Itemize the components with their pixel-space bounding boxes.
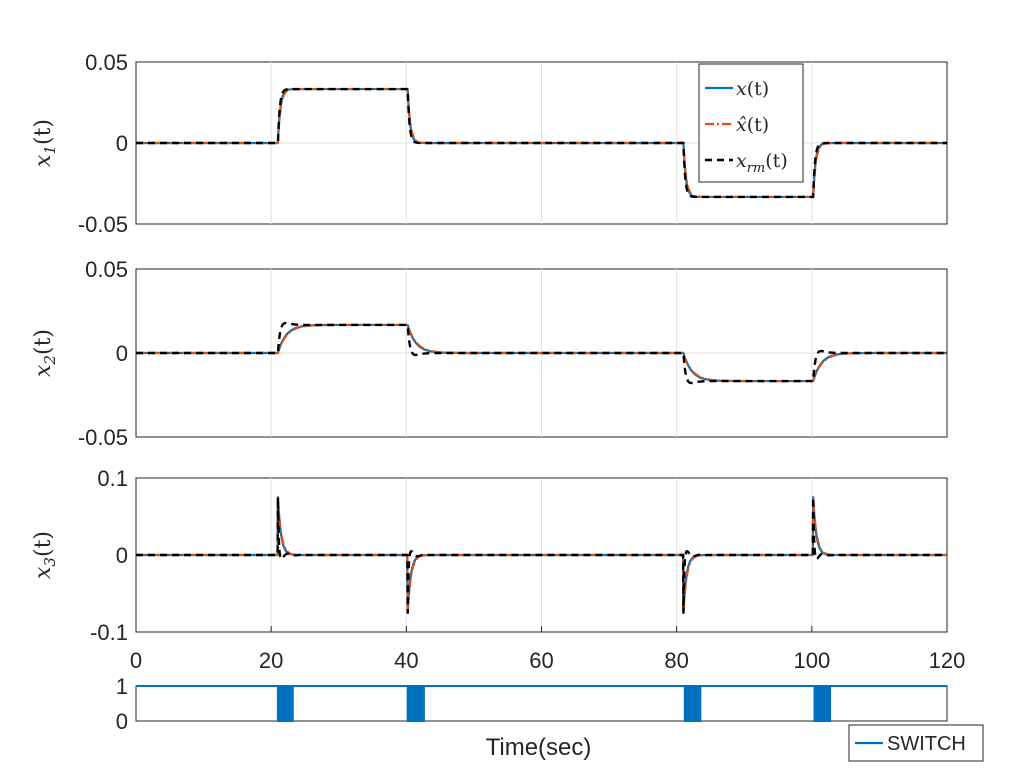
legend: x(t) x̂(t) xrm(t) <box>698 63 804 183</box>
y-tick-label-2-0: 0.05 <box>85 257 128 282</box>
x-tick-label-0: 0 <box>130 648 142 673</box>
switch-chatter-block-0 <box>278 687 292 721</box>
x-tick-label-4: 80 <box>664 648 688 673</box>
subplot-4: 1 0 Time(sec) SWITCH <box>116 674 984 762</box>
legend-label-switch: SWITCH <box>887 733 966 755</box>
subplot-1: 0.05 0 -0.05 x1(t) x(t) x̂(t) xrm(t) <box>31 50 948 237</box>
plot-area-4 <box>135 685 948 722</box>
x-tick-label-5: 100 <box>793 648 830 673</box>
switch-chatter-block-1 <box>408 687 423 721</box>
y-tick-label-2-1: 0 <box>116 341 128 366</box>
y-tick-label-4-1: 0 <box>116 709 128 734</box>
x-axis-label: Time(sec) <box>486 734 592 761</box>
series-line-xrm-3 <box>135 496 948 614</box>
x-tick-label-6: 120 <box>929 648 966 673</box>
legend-label-x: x(t) <box>736 78 769 100</box>
legend-box <box>698 63 804 183</box>
y-tick-label-4-0: 1 <box>116 674 128 699</box>
legend-label-xrm: xrm(t) <box>736 150 788 176</box>
y-tick-label-1-2: -0.05 <box>78 212 128 237</box>
y-tick-label-1-1: 0 <box>116 131 128 156</box>
y-axis-label-2: x2(t) <box>31 329 59 377</box>
y-axis-label-1: x1(t) <box>31 119 59 167</box>
y-tick-label-3-0: 0.1 <box>97 466 128 491</box>
y-tick-label-2-2: -0.05 <box>78 425 128 450</box>
switch-chatter-block-3 <box>815 687 830 721</box>
subplot-2: 0.05 0 -0.05 x2(t) <box>31 257 948 450</box>
y-axis-label-3: x3(t) <box>31 531 59 579</box>
x-tick-label-1: 20 <box>259 648 283 673</box>
x-tick-label-3: 60 <box>529 648 553 673</box>
series-line-xhat-1 <box>135 87 948 199</box>
x-tick-label-2: 40 <box>394 648 418 673</box>
y-tick-label-3-1: 0 <box>116 543 128 568</box>
y-tick-label-3-2: -0.1 <box>90 620 128 645</box>
legend-label-xhat: x̂(t) <box>736 114 769 136</box>
series-line-xrm-2 <box>135 321 948 385</box>
legend-switch: SWITCH <box>848 724 984 762</box>
subplot-3: 0.10-0.1x3(t)0 20 40 60 80 100 120 <box>31 466 965 673</box>
series-line-xrm-1 <box>135 87 948 199</box>
y-tick-label-1-0: 0.05 <box>85 50 128 75</box>
switch-chatter-block-2 <box>685 687 700 721</box>
